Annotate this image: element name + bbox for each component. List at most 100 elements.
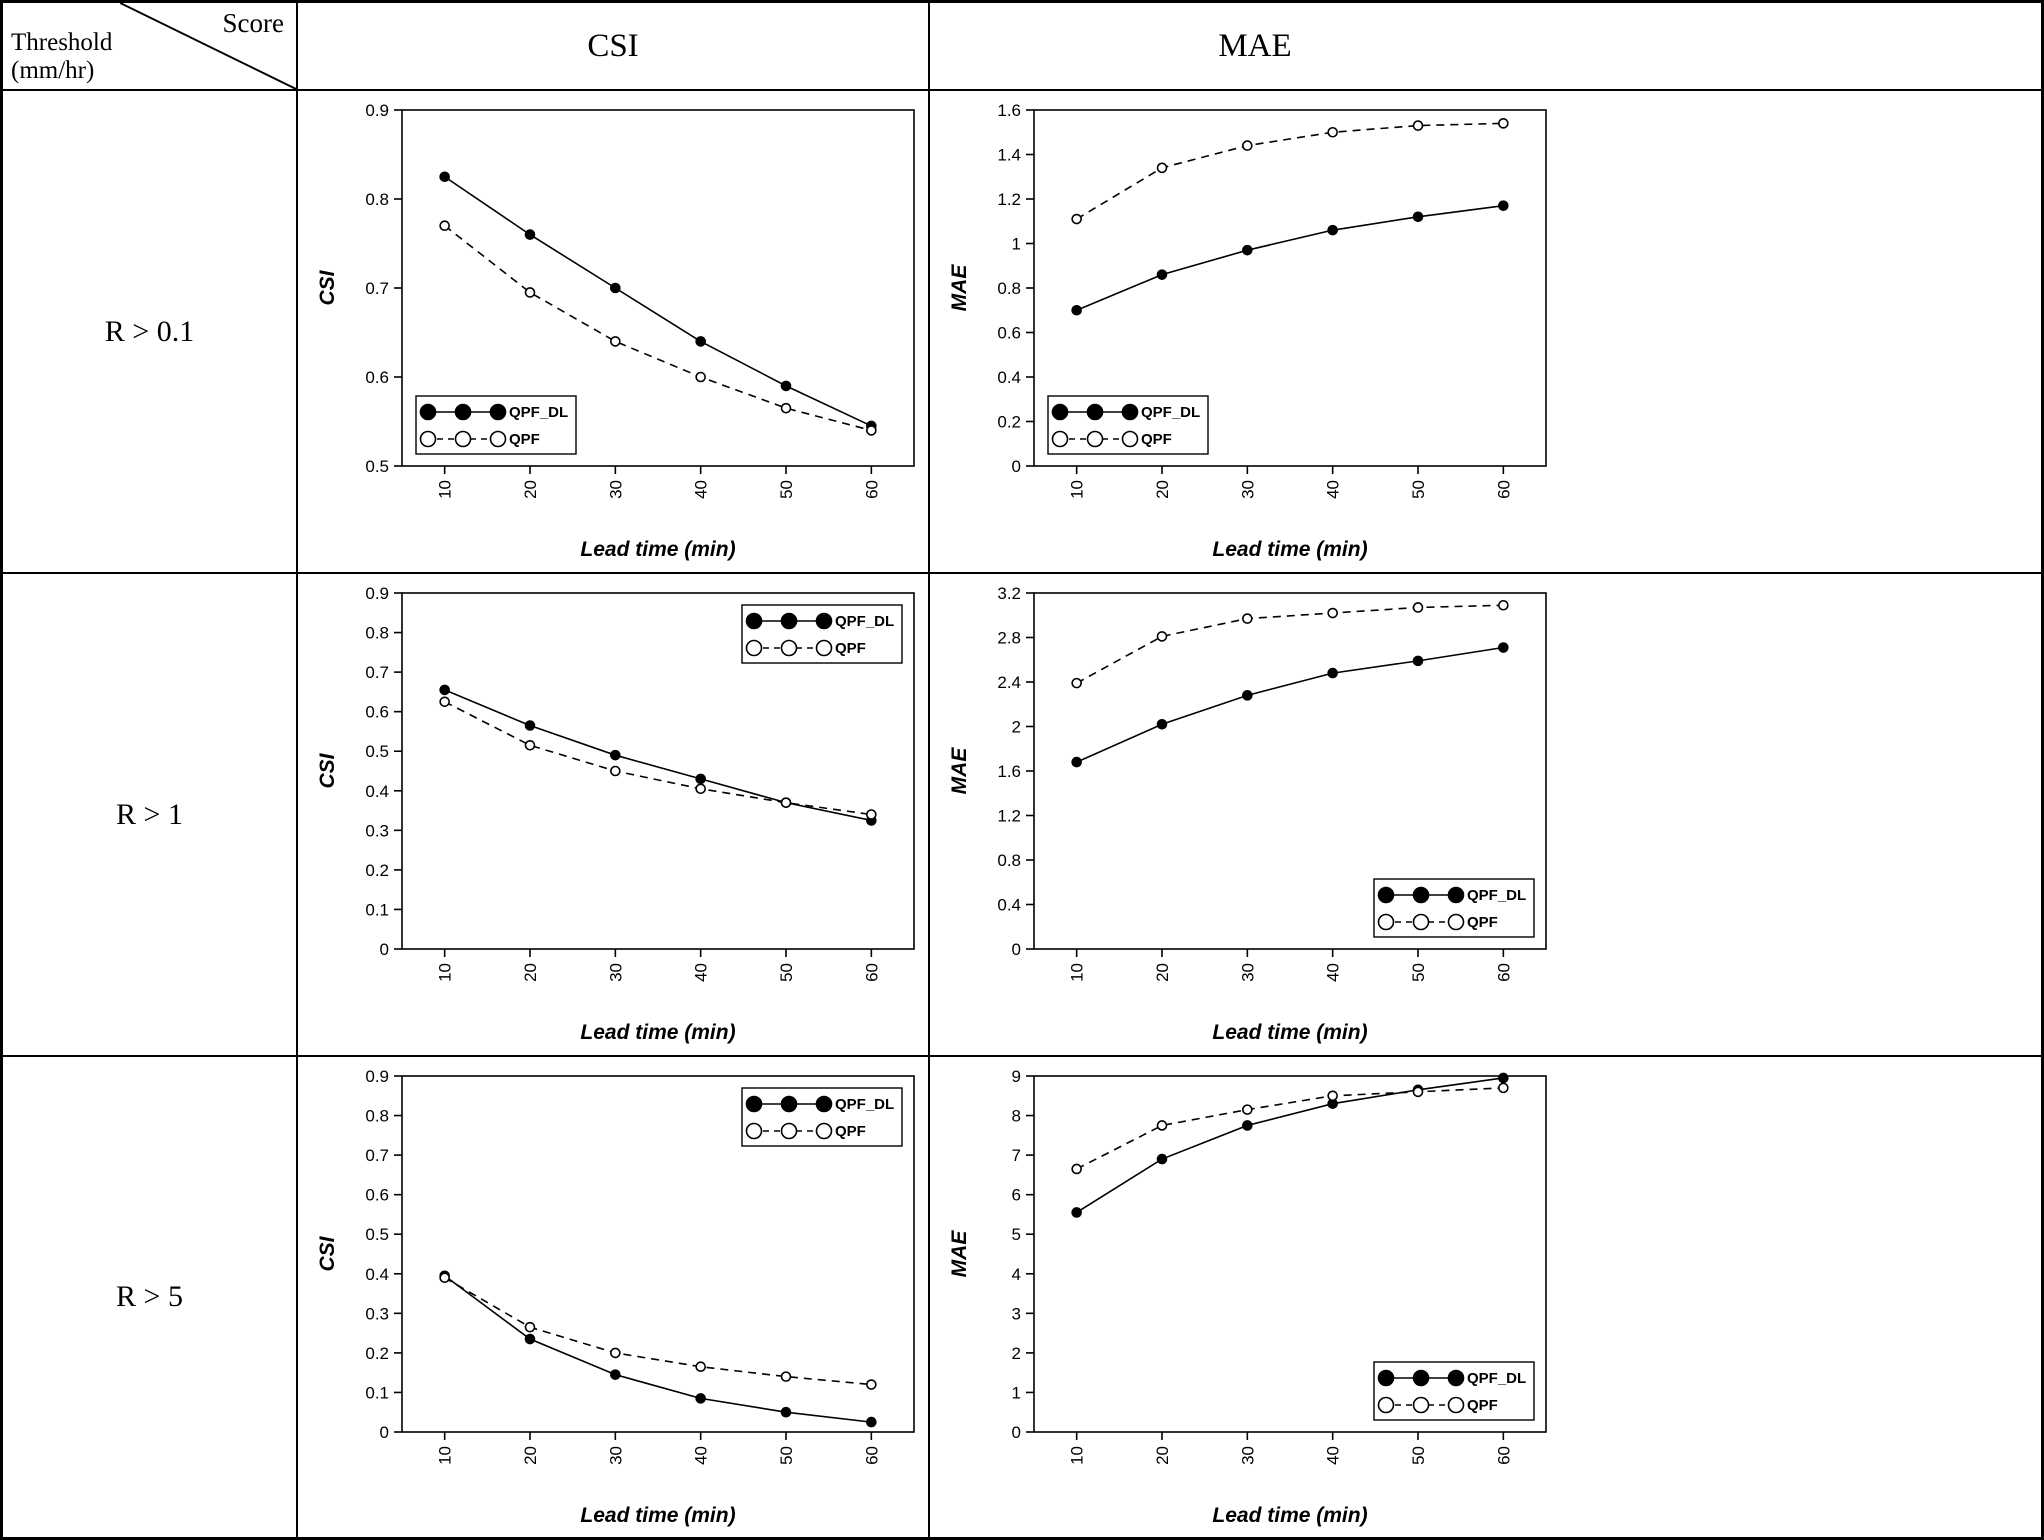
- svg-text:60: 60: [1494, 963, 1513, 982]
- svg-text:60: 60: [1494, 1446, 1513, 1465]
- svg-text:1: 1: [1012, 235, 1021, 254]
- svg-text:0.3: 0.3: [365, 1304, 389, 1323]
- svg-text:1: 1: [1012, 1383, 1021, 1402]
- svg-text:0.7: 0.7: [365, 1146, 389, 1165]
- svg-text:MAE: MAE: [948, 264, 971, 312]
- svg-text:0.4: 0.4: [365, 782, 389, 801]
- chart-cell-r1-csi: 0 0.1 0.2 0.3 0.4 0.5 0.6 0.7 0.8 0.9 10 20 30 40 50 60…: [298, 574, 930, 1057]
- mae-chart-r1: 0 0.4 0.8 1.2 1.6 2 2.4 2.8 3.2 10 20 30 40 50 60 QPF_D…: [948, 584, 1547, 1044]
- csi-chart-r1: 0 0.1 0.2 0.3 0.4 0.5 0.6 0.7 0.8 0.9 10 20 30 40 50 60…: [316, 584, 915, 1044]
- svg-text:Lead time (min): Lead time (min): [580, 1021, 735, 1044]
- svg-text:20: 20: [1153, 963, 1172, 982]
- svg-text:20: 20: [1153, 1446, 1172, 1465]
- svg-text:QPF_DL: QPF_DL: [1467, 1370, 1526, 1387]
- svg-text:CSI: CSI: [316, 752, 339, 788]
- mae-chart-r5: 0 1 2 3 4 5 6 7 8 9 10 20 30 40 50 60 QPF_DL QPF Lead time…: [948, 1067, 1547, 1527]
- svg-text:Lead time (min): Lead time (min): [1212, 1504, 1367, 1527]
- svg-text:0.1: 0.1: [365, 900, 389, 919]
- svg-text:20: 20: [521, 963, 540, 982]
- svg-text:1.2: 1.2: [997, 807, 1021, 826]
- svg-text:0.5: 0.5: [365, 457, 389, 476]
- svg-text:50: 50: [777, 963, 796, 982]
- svg-text:0.8: 0.8: [997, 851, 1021, 870]
- svg-text:3.2: 3.2: [997, 584, 1021, 603]
- svg-text:0.5: 0.5: [365, 1225, 389, 1244]
- row-label-r-0-1: R > 0.1: [3, 91, 298, 574]
- svg-text:0: 0: [380, 940, 389, 959]
- svg-text:QPF_DL: QPF_DL: [835, 613, 894, 630]
- svg-text:QPF_DL: QPF_DL: [835, 1096, 894, 1113]
- svg-text:QPF_DL: QPF_DL: [509, 404, 568, 421]
- svg-text:Lead time (min): Lead time (min): [580, 1504, 735, 1527]
- chart-cell-r5-mae: 0 1 2 3 4 5 6 7 8 9 10 20 30 40 50 60 QPF_DL QPF Lead time…: [930, 1057, 2041, 1537]
- svg-text:0.8: 0.8: [997, 279, 1021, 298]
- mae-column-header-label: MAE: [1218, 27, 1292, 64]
- svg-text:40: 40: [1324, 1446, 1343, 1465]
- corner-header-cell: Score Threshold (mm/hr): [3, 3, 298, 91]
- svg-text:1.6: 1.6: [997, 101, 1021, 120]
- svg-text:8: 8: [1012, 1107, 1021, 1126]
- svg-text:0.2: 0.2: [365, 1344, 389, 1363]
- csi-column-header: CSI: [298, 3, 930, 91]
- svg-text:0.6: 0.6: [365, 1186, 389, 1205]
- svg-text:50: 50: [1409, 1446, 1428, 1465]
- svg-text:10: 10: [436, 963, 455, 982]
- svg-text:40: 40: [692, 480, 711, 499]
- svg-text:1.6: 1.6: [997, 762, 1021, 781]
- svg-text:MAE: MAE: [948, 1230, 971, 1278]
- svg-text:Lead time (min): Lead time (min): [580, 538, 735, 561]
- csi-chart-r5: 0 0.1 0.2 0.3 0.4 0.5 0.6 0.7 0.8 0.9 10 20 30 40 50 60…: [316, 1067, 915, 1527]
- svg-text:3: 3: [1012, 1304, 1021, 1323]
- svg-text:QPF: QPF: [1467, 1397, 1498, 1414]
- svg-text:0.6: 0.6: [365, 368, 389, 387]
- svg-text:50: 50: [777, 1446, 796, 1465]
- svg-text:0.7: 0.7: [365, 279, 389, 298]
- svg-text:60: 60: [1494, 480, 1513, 499]
- svg-text:10: 10: [1068, 480, 1087, 499]
- svg-text:40: 40: [692, 1446, 711, 1465]
- svg-text:10: 10: [1068, 963, 1087, 982]
- chart-cell-r1-mae: 0 0.4 0.8 1.2 1.6 2 2.4 2.8 3.2 10 20 30 40 50 60 QPF_D…: [930, 574, 2041, 1057]
- chart-cell-r01-mae: 0 0.2 0.4 0.6 0.8 1 1.2 1.4 1.6 10 20 30 40 50 60 QPF_D…: [930, 91, 2041, 574]
- svg-text:QPF: QPF: [835, 1123, 866, 1140]
- svg-text:20: 20: [521, 480, 540, 499]
- svg-text:10: 10: [436, 480, 455, 499]
- corner-score-label: Score: [222, 8, 284, 38]
- svg-text:1.2: 1.2: [997, 190, 1021, 209]
- corner-threshold-line1: Threshold: [11, 29, 113, 56]
- svg-text:2: 2: [1012, 1344, 1021, 1363]
- svg-text:Lead time (min): Lead time (min): [1212, 538, 1367, 561]
- corner-threshold-label: Threshold (mm/hr): [11, 29, 112, 85]
- svg-text:Lead time (min): Lead time (min): [1212, 1021, 1367, 1044]
- svg-text:40: 40: [692, 963, 711, 982]
- svg-text:0.8: 0.8: [365, 190, 389, 209]
- svg-text:0: 0: [1012, 1423, 1021, 1442]
- svg-text:0.7: 0.7: [365, 663, 389, 682]
- svg-text:30: 30: [606, 1446, 625, 1465]
- svg-text:QPF: QPF: [1141, 431, 1172, 448]
- svg-text:0.9: 0.9: [365, 584, 389, 603]
- svg-text:QPF_DL: QPF_DL: [1141, 404, 1200, 421]
- mae-column-header: MAE: [930, 3, 2041, 91]
- svg-text:0.2: 0.2: [365, 861, 389, 880]
- svg-text:0.2: 0.2: [997, 413, 1021, 432]
- svg-text:0.8: 0.8: [365, 1107, 389, 1126]
- svg-text:QPF: QPF: [509, 431, 540, 448]
- svg-text:50: 50: [1409, 480, 1428, 499]
- svg-text:QPF: QPF: [835, 640, 866, 657]
- chart-cell-r5-csi: 0 0.1 0.2 0.3 0.4 0.5 0.6 0.7 0.8 0.9 10 20 30 40 50 60…: [298, 1057, 930, 1537]
- svg-text:60: 60: [862, 963, 881, 982]
- row-label-r-1: R > 1: [3, 574, 298, 1057]
- chart-cell-r01-csi: 0.5 0.6 0.7 0.8 0.9 10 20 30 40 50 60 QPF_DL QPF Lead…: [298, 91, 930, 574]
- svg-text:5: 5: [1012, 1225, 1021, 1244]
- svg-text:0.5: 0.5: [365, 742, 389, 761]
- svg-text:CSI: CSI: [316, 1235, 339, 1271]
- svg-text:0.6: 0.6: [997, 324, 1021, 343]
- svg-text:1.4: 1.4: [997, 146, 1021, 165]
- svg-text:60: 60: [862, 480, 881, 499]
- svg-text:20: 20: [1153, 480, 1172, 499]
- svg-text:0: 0: [1012, 940, 1021, 959]
- svg-text:60: 60: [862, 1446, 881, 1465]
- svg-text:20: 20: [521, 1446, 540, 1465]
- svg-text:30: 30: [1238, 1446, 1257, 1465]
